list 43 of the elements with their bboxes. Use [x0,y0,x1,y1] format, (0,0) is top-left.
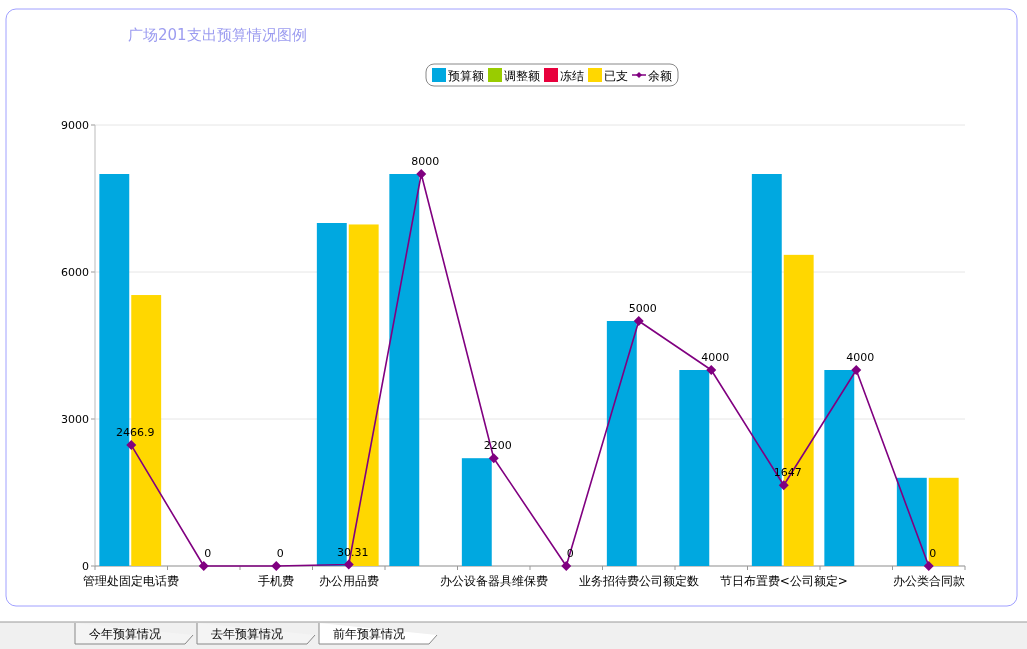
point [198,561,209,571]
data-label: 0 [204,547,212,560]
point [706,365,717,375]
point [778,480,789,491]
x-tick-label: 业务招待费公司额定数 [578,574,699,588]
y-tick-label: 3000 [61,413,89,426]
x-tick-label: 管理处固定电话费 [83,574,180,588]
point [923,561,934,571]
point [126,440,137,451]
legend-label: 冻结 [560,69,584,83]
legend-label: 余额 [648,69,672,83]
point [343,559,354,570]
x-tick-label: 办公设备器具维保费 [439,574,548,588]
point [416,169,427,179]
x-tick-label: 办公类合同款 [892,574,965,588]
bar [824,370,855,566]
point [633,316,644,326]
x-tick-label: 手机费 [258,574,295,588]
legend-label: 预算额 [448,69,484,83]
data-label: 8000 [411,155,440,168]
x-tick-label: 办公用品费 [318,574,379,588]
chart-title: 广场201支出预算情况图例 [128,26,307,44]
data-label: 4000 [846,351,875,364]
y-tick-label: 6000 [61,266,89,279]
x-tick-label: 节日布置费<公司额定> [719,574,848,588]
y-tick-label: 9000 [61,119,89,132]
bar [389,174,420,566]
data-label: 0 [276,547,284,560]
bar [461,458,492,566]
data-label: 0 [929,547,937,560]
point [851,365,862,375]
bar [679,370,710,566]
legend-label: 已支 [604,69,628,83]
point [561,561,572,571]
bar [896,477,927,566]
y-tick-label: 0 [82,560,89,573]
bar [606,321,637,566]
bar [928,477,959,566]
point [488,453,499,464]
data-label: 5000 [628,302,657,315]
data-label: 4000 [701,351,730,364]
point [271,561,282,571]
legend-label: 调整额 [504,69,540,83]
